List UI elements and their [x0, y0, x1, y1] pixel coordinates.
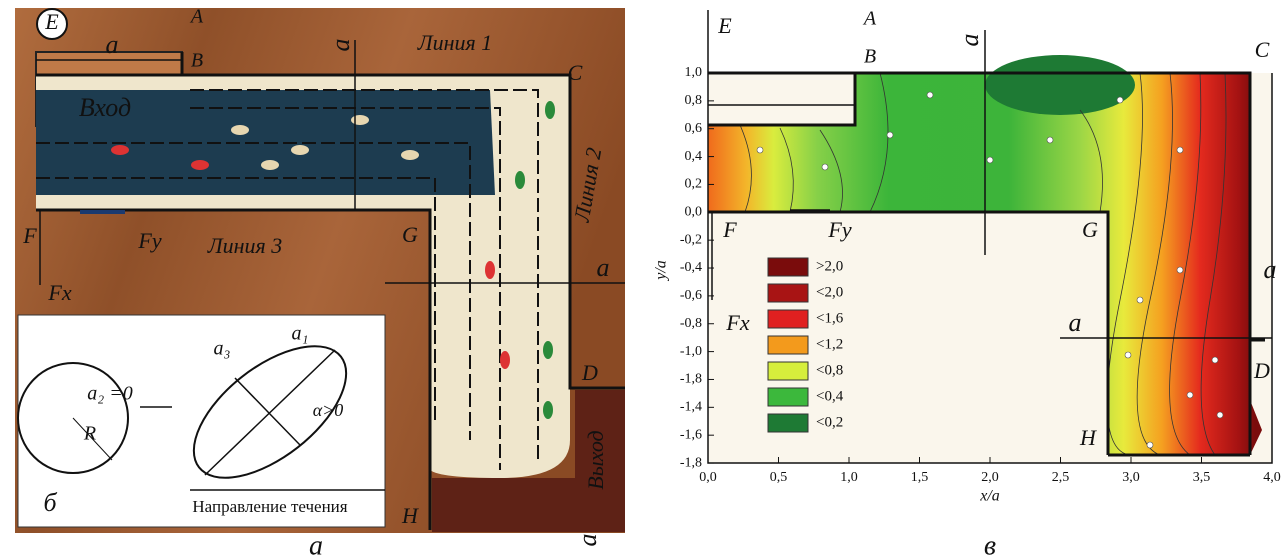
label: Вход — [79, 93, 131, 122]
y-tick-label: -1,0 — [680, 344, 702, 359]
legend-swatch — [768, 414, 808, 432]
label: C — [1255, 37, 1270, 62]
x-tick-label: 3,0 — [1122, 470, 1140, 485]
label: A — [862, 8, 877, 30]
y-tick-label: -0,4 — [680, 260, 702, 275]
legend-swatch — [768, 362, 808, 380]
label: Выход — [583, 430, 608, 489]
legend-label: >2,0 — [816, 258, 843, 274]
y-tick-label: -1,8 — [680, 455, 702, 470]
legend-swatch — [768, 258, 808, 276]
y-tick-label: -0,6 — [680, 288, 702, 303]
figure: EaABВходЛиния 1Линия 2Линия 3CaFFyGaFxDH… — [0, 0, 1287, 560]
label: G — [1082, 217, 1098, 242]
label: y/a — [653, 260, 670, 282]
y-tick-label: 0,6 — [685, 121, 703, 136]
label: a — [1264, 255, 1277, 284]
legend-label: <2,0 — [816, 284, 843, 300]
flow-label: Направление течения — [192, 497, 347, 516]
label: H — [1079, 425, 1097, 450]
legend-label: <1,2 — [816, 336, 843, 352]
y-tick-label: -0,8 — [680, 316, 702, 331]
label: C — [568, 60, 583, 85]
photo — [15, 8, 625, 533]
legend-label: <0,4 — [816, 388, 844, 404]
legend-label: <0,8 — [816, 362, 843, 378]
legend-swatch — [768, 336, 808, 354]
y-tick-label: -1,8 — [680, 372, 702, 387]
x-tick-label: 2,0 — [981, 470, 999, 485]
x-tick-label: 1,5 — [911, 470, 929, 485]
label: a — [597, 253, 610, 282]
label: Fy — [827, 217, 851, 242]
x-tick-label: 1,0 — [840, 470, 858, 485]
label: B — [864, 46, 876, 68]
legend-label: <1,6 — [816, 310, 844, 326]
label: a — [573, 534, 602, 547]
y-tick-label: -0,2 — [680, 232, 702, 247]
label: Fy — [137, 228, 161, 253]
x-tick-label: 4,0 — [1263, 470, 1281, 485]
label: a₁ — [292, 323, 309, 345]
label: a₂ =0 — [87, 383, 132, 405]
y-tick-label: 0,0 — [685, 205, 703, 220]
label: F — [722, 217, 737, 242]
label: E — [717, 13, 732, 38]
label: G — [402, 222, 418, 247]
label: Линия 1 — [417, 30, 493, 55]
x-tick-label: 0,5 — [770, 470, 788, 485]
label: E — [44, 9, 59, 34]
label: a — [955, 34, 984, 47]
label: Линия 3 — [207, 233, 283, 258]
legend-swatch — [768, 310, 808, 328]
label: а — [309, 530, 323, 560]
x-tick-label: 3,5 — [1193, 470, 1211, 485]
y-tick-label: -1,4 — [680, 400, 702, 415]
label: в — [984, 530, 996, 560]
label: a — [1069, 308, 1082, 337]
legend-label: <0,2 — [816, 414, 843, 430]
y-tick-label: 0,8 — [685, 93, 703, 108]
label: D — [581, 360, 598, 385]
y-tick-label: 1,0 — [685, 65, 703, 80]
legend-swatch — [768, 388, 808, 406]
label: a₃ — [214, 338, 231, 360]
x-tick-label: 0,0 — [699, 470, 717, 485]
label: x/a — [979, 488, 1000, 505]
label: Fx — [47, 280, 71, 305]
label: a — [106, 30, 119, 59]
y-tick-label: 0,2 — [685, 177, 703, 192]
label: R — [83, 423, 96, 445]
legend-swatch — [768, 284, 808, 302]
label: α>0 — [313, 400, 344, 420]
label: D — [1253, 358, 1270, 383]
y-tick-label: -1,6 — [680, 427, 702, 442]
label: F — [22, 223, 37, 248]
label: A — [189, 6, 204, 28]
label: б — [43, 488, 57, 517]
x-tick-label: 2,5 — [1052, 470, 1070, 485]
label: Fx — [725, 310, 749, 335]
label: B — [191, 50, 203, 72]
label: H — [401, 503, 419, 528]
y-tick-label: 0,4 — [685, 149, 703, 164]
label: a — [326, 39, 355, 52]
